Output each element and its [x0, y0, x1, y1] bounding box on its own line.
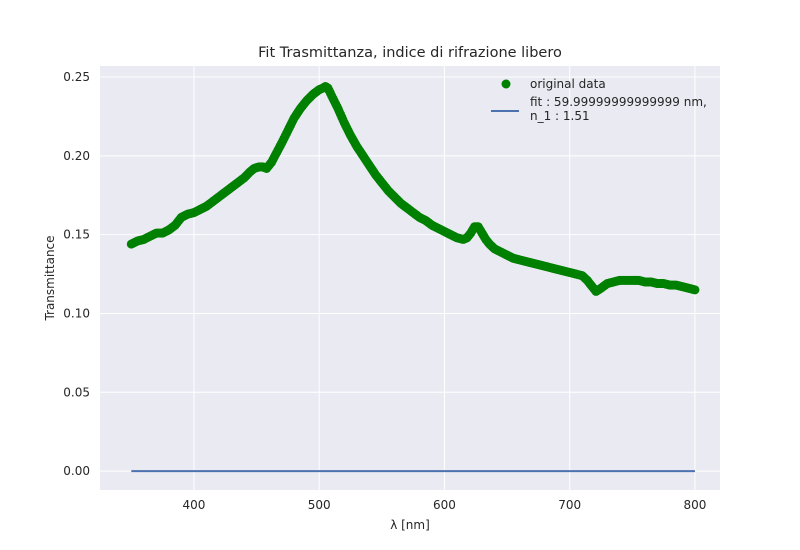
legend-label-original-data: original data [530, 77, 606, 91]
y-tick-label: 0.05 [63, 385, 90, 399]
y-tick-label: 0.10 [63, 306, 90, 320]
legend-label-fit: fit : 59.99999999999999 nm, n_1 : 1.51 [530, 95, 711, 123]
y-tick-label: 0.00 [63, 464, 90, 478]
tick-labels: 400 500 600 700 800 0.00 0.05 0.10 0.15 0.20 0.25 [63, 70, 706, 512]
x-tick-label: 500 [308, 498, 331, 512]
series-layer [126, 81, 700, 473]
x-axis-label: λ [nm] [390, 518, 430, 532]
legend: original data fit : 59.99999999999999 nm… [491, 77, 711, 123]
data-point [690, 285, 700, 295]
x-tick-label: 800 [683, 498, 706, 512]
x-tick-label: 600 [433, 498, 456, 512]
x-tick-label: 400 [182, 498, 205, 512]
y-tick-label: 0.15 [63, 228, 90, 242]
legend-marker-original-data [501, 79, 511, 89]
x-tick-label: 700 [558, 498, 581, 512]
y-tick-label: 0.20 [63, 149, 90, 163]
y-tick-label: 0.25 [63, 70, 90, 84]
y-axis-label: Transmittance [43, 235, 57, 321]
chart-title: Fit Trasmittanza, indice di rifrazione l… [258, 45, 562, 61]
